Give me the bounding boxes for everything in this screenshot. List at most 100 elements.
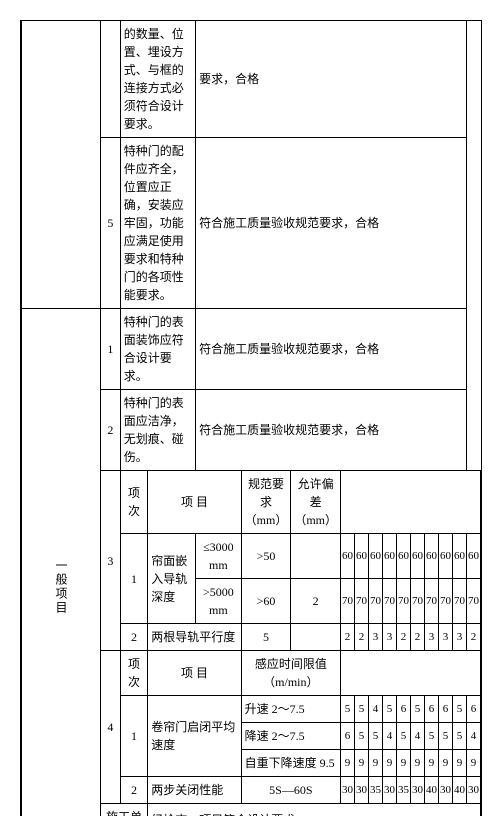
b3-v3a1: 2 [355, 624, 369, 651]
b3-v2a0: 70 [341, 579, 355, 624]
b3-v1b0: 60 [397, 534, 411, 579]
b4-r1b1: 5 [411, 696, 425, 723]
row3-result: 符合施工质量验收规范要求，合格 [196, 309, 467, 390]
hdr-xiangci: 项次 [120, 471, 147, 534]
b4-num: 4 [101, 651, 121, 804]
b3-v1a3: 60 [383, 534, 397, 579]
b4-r2a3: 4 [383, 723, 397, 750]
b4-r1a0: 5 [341, 696, 355, 723]
b3-v3b1: 2 [411, 624, 425, 651]
b4-r1c1: 6 [467, 696, 481, 723]
b4-hdr-xm: 项 目 [148, 651, 241, 696]
b4-r2b1: 4 [411, 723, 425, 750]
b4-r1a2: 4 [369, 696, 383, 723]
hdr-blank [341, 471, 481, 534]
row1-result: 要求，合格 [196, 21, 467, 138]
b3-v3a3: 3 [383, 624, 397, 651]
b4-r3b2: 9 [425, 750, 439, 777]
b3-v2b2: 70 [425, 579, 439, 624]
b3-v2b3: 70 [439, 579, 453, 624]
b4-hdr-gy: 感应时间限值（m/min） [241, 651, 340, 696]
b3-cond1: ≤3000 mm [196, 534, 242, 579]
b3-v1a2: 60 [369, 534, 383, 579]
b4-r3a0: 9 [341, 750, 355, 777]
b4-r3b1: 9 [411, 750, 425, 777]
b4-r2a1: 5 [355, 723, 369, 750]
b3-v2c0: 70 [453, 579, 467, 624]
b3-v3b2: 3 [425, 624, 439, 651]
hdr-guifan: 规范要求（mm） [241, 471, 291, 534]
b3-v2c1: 70 [467, 579, 481, 624]
b3-sub1: 1 [120, 534, 147, 624]
b3-v1a0: 60 [341, 534, 355, 579]
b4-r2c0: 5 [453, 723, 467, 750]
b4-r2b2: 5 [425, 723, 439, 750]
section-col [22, 21, 101, 309]
row4-num: 2 [101, 390, 121, 471]
b3-v2a2: 70 [369, 579, 383, 624]
b3-v3c1: 2 [467, 624, 481, 651]
row1-desc: 的数量、位置、埋设方式、与框的连接方式必须符合设计要求。 [120, 21, 195, 138]
row2-num: 5 [101, 138, 121, 309]
b4-r2a0: 6 [341, 723, 355, 750]
b3-v1b3: 60 [439, 534, 453, 579]
b4-sub1: 1 [120, 696, 147, 777]
b4-r2a2: 5 [369, 723, 383, 750]
b4-v2a1: 30 [355, 777, 369, 804]
b4-v2b3: 30 [439, 777, 453, 804]
b4-r2b0: 5 [397, 723, 411, 750]
b4-r3c0: 9 [453, 750, 467, 777]
b3-spec2: >60 [241, 579, 291, 624]
b3-v3a2: 3 [369, 624, 383, 651]
b4-v2a2: 35 [369, 777, 383, 804]
b3-cond2: >5000 mm [196, 579, 242, 624]
b4-r3a1: 9 [355, 750, 369, 777]
b3-v1c1: 60 [467, 534, 481, 579]
b3-tol1 [291, 534, 341, 579]
section-label: 一般项目 [22, 309, 101, 816]
b4-item: 卷帘门启闭平均速度 [148, 696, 241, 777]
b3-tol3 [291, 624, 341, 651]
row3-num: 1 [101, 309, 121, 390]
b4-r1b2: 6 [425, 696, 439, 723]
b3-v2a3: 70 [383, 579, 397, 624]
b4-sub2: 2 [120, 777, 147, 804]
b3-v3b0: 2 [397, 624, 411, 651]
b3-v1a1: 60 [355, 534, 369, 579]
b3-v1b1: 60 [411, 534, 425, 579]
b4-v2b2: 40 [425, 777, 439, 804]
b3-spec3: 5 [241, 624, 291, 651]
b3-spec1: >50 [241, 534, 291, 579]
b3-sub2: 2 [120, 624, 147, 651]
b4-v2b1: 30 [411, 777, 425, 804]
b4-hdr-blank [341, 651, 481, 696]
row2-desc: 特种门的配件应齐全，位置应正确，安装应牢固，功能应满足使用要求和特种门的各项性能… [120, 138, 195, 309]
row4-result: 符合施工质量验收规范要求，合格 [196, 390, 467, 471]
hdr-yunxu: 允许偏差（mm） [291, 471, 341, 534]
row3-desc: 特种门的表面装饰应符合设计要求。 [120, 309, 195, 390]
b4-hdr-xc: 项次 [120, 651, 147, 696]
b3-item: 帘面嵌入导轨深度 [148, 534, 196, 624]
b4-r1a1: 5 [355, 696, 369, 723]
b4-r3l: 自重下降速度 9.5 [241, 750, 340, 777]
b4-r3a2: 9 [369, 750, 383, 777]
b3-item2: 两根导轨平行度 [148, 624, 241, 651]
b4-item2: 两步关闭性能 [148, 777, 241, 804]
b4-r3b3: 9 [439, 750, 453, 777]
b3-v3b3: 3 [439, 624, 453, 651]
b3-v1c0: 60 [453, 534, 467, 579]
b4-v2a0: 30 [341, 777, 355, 804]
b3-v3c0: 3 [453, 624, 467, 651]
b4-r3c1: 9 [467, 750, 481, 777]
footer-label: 施工单位检查评定 [101, 804, 148, 816]
b4-r1c0: 5 [453, 696, 467, 723]
row4-desc: 特种门的表面应洁净，无划痕、碰伤。 [120, 390, 195, 471]
b4-r1l: 升速 2～7.5 [241, 696, 340, 723]
b4-r3b0: 9 [397, 750, 411, 777]
b4-v2a3: 30 [383, 777, 397, 804]
hdr-xiangmu: 项 目 [148, 471, 241, 534]
b3-num: 3 [101, 471, 121, 651]
row2-result: 符合施工质量验收规范要求，合格 [196, 138, 467, 309]
b4-r1a3: 5 [383, 696, 397, 723]
empty-num [101, 21, 121, 138]
